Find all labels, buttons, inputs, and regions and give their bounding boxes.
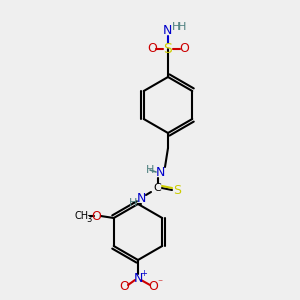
Text: O: O: [148, 280, 158, 292]
Text: S: S: [173, 184, 181, 196]
Text: H: H: [129, 198, 137, 208]
Text: H: H: [172, 22, 180, 32]
Text: O: O: [147, 43, 157, 56]
Text: H: H: [146, 165, 154, 175]
Text: H: H: [178, 22, 186, 32]
Text: O: O: [119, 280, 129, 292]
Text: O: O: [91, 209, 101, 223]
Text: N: N: [136, 191, 146, 205]
Text: CH: CH: [75, 211, 89, 221]
Text: N: N: [162, 25, 172, 38]
Text: O: O: [179, 43, 189, 56]
Text: N: N: [133, 272, 143, 284]
Text: 3: 3: [86, 214, 92, 224]
Text: N: N: [155, 166, 165, 178]
Text: ⁻: ⁻: [158, 278, 163, 288]
Text: S: S: [164, 42, 172, 56]
Text: +: +: [141, 269, 147, 278]
Text: C: C: [153, 183, 161, 193]
